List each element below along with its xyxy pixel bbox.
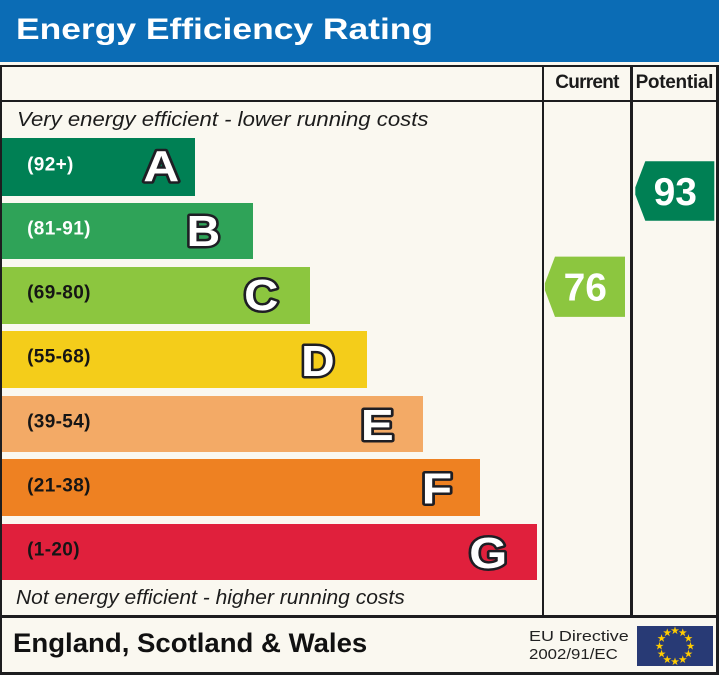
svg-text:D: D <box>301 337 335 386</box>
svg-text:E: E <box>361 401 394 450</box>
svg-text:G: G <box>469 529 507 578</box>
svg-text:A: A <box>143 142 179 191</box>
svg-text:B: B <box>187 207 221 256</box>
svg-text:F: F <box>422 465 453 514</box>
svg-text:C: C <box>244 271 278 320</box>
svg-text:76: 76 <box>564 267 607 310</box>
svg-text:93: 93 <box>654 171 697 214</box>
